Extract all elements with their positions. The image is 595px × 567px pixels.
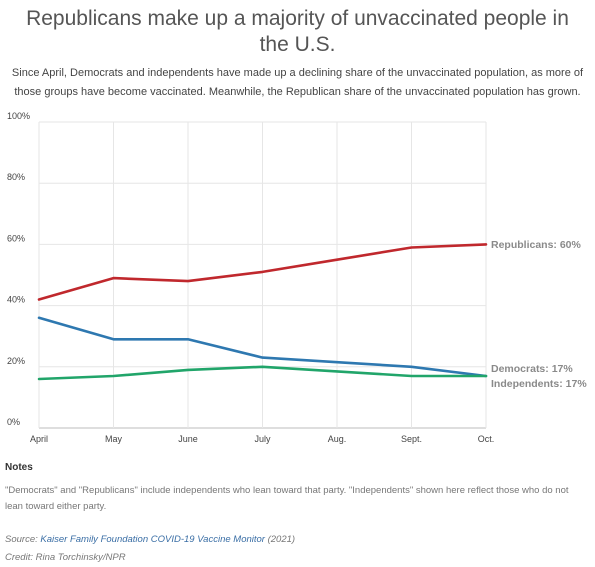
series-line-independents bbox=[37, 365, 488, 381]
axes: 0% 20% 40% 60% 80% 100% April May June July Aug. Se… bbox=[7, 112, 494, 444]
chart-subtitle: Since April, Democrats and independents … bbox=[11, 67, 584, 98]
x-tick-label: Oct. bbox=[478, 434, 495, 444]
x-tick-label: Aug. bbox=[328, 434, 347, 444]
notes-heading: Notes bbox=[5, 462, 33, 473]
series-line-democrats bbox=[37, 316, 488, 378]
x-tick-label: April bbox=[30, 434, 48, 444]
source-prefix: Source: bbox=[5, 534, 41, 545]
y-tick-label: 100% bbox=[7, 112, 30, 121]
x-tick-label: June bbox=[178, 434, 198, 444]
y-tick-label: 20% bbox=[7, 356, 25, 366]
y-tick-label: 60% bbox=[7, 233, 25, 243]
series-lines bbox=[37, 243, 488, 381]
end-label-republicans: Republicans: 60% bbox=[491, 239, 582, 251]
series-line-republicans bbox=[37, 243, 488, 301]
x-tick-label: Sept. bbox=[401, 434, 422, 444]
x-tick-label: May bbox=[105, 434, 123, 444]
line-chart: 0% 20% 40% 60% 80% 100% April May June July Aug. Se… bbox=[7, 112, 587, 444]
end-labels: Republicans: 60% Democrats: 17% Independen… bbox=[491, 239, 587, 390]
source-line: Source: Kaiser Family Foundation COVID-1… bbox=[5, 534, 295, 545]
x-tick-label: July bbox=[254, 434, 271, 444]
end-label-democrats: Democrats: 17% bbox=[491, 363, 573, 375]
credit-line: Credit: Rina Torchinsky/NPR bbox=[5, 552, 126, 563]
y-tick-label: 40% bbox=[7, 295, 25, 305]
grid-lines bbox=[38, 121, 487, 429]
source-suffix: (2021) bbox=[264, 534, 296, 545]
chart-title: Republicans make up a majority of unvacc… bbox=[26, 7, 569, 56]
y-tick-label: 80% bbox=[7, 172, 25, 182]
notes-text: "Democrats" and "Republicans" include in… bbox=[5, 485, 569, 512]
end-label-independents: Independents: 17% bbox=[491, 378, 587, 390]
y-tick-label: 0% bbox=[7, 417, 20, 427]
source-link[interactable]: Kaiser Family Foundation COVID-19 Vaccin… bbox=[40, 534, 265, 545]
